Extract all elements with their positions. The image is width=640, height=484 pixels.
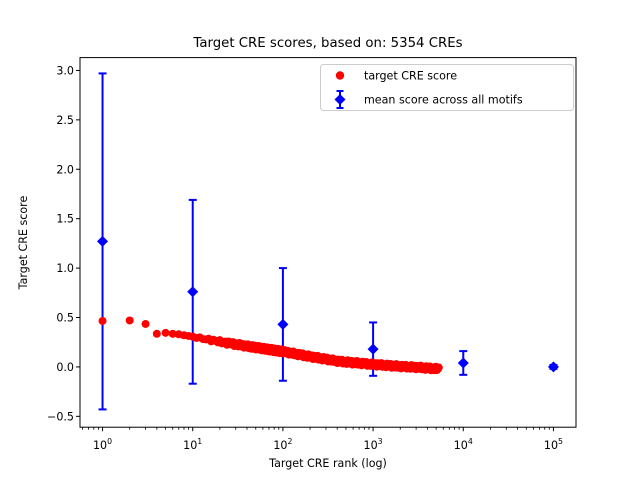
legend-entry-target-label: target CRE score	[364, 70, 457, 83]
mean-errorbar-point	[547, 361, 559, 373]
legend-entry-mean-label: mean score across all motifs	[364, 94, 523, 107]
axes-spines	[79, 57, 577, 428]
y-tick-label: 2.0	[56, 163, 74, 176]
y-axis-label: Target CRE score	[17, 196, 30, 291]
target-score-point	[98, 316, 107, 325]
legend-red-circle-icon	[335, 71, 345, 80]
y-tick-label: 0.0	[56, 361, 74, 374]
target-score-point	[168, 329, 177, 338]
legend: target CRE score mean score across all m…	[320, 64, 574, 111]
mean-diamond-marker	[457, 357, 469, 369]
mean-errorbar-point	[457, 350, 469, 376]
chart-title: Target CRE scores, based on: 5354 CREs	[192, 36, 462, 51]
target-score-point	[152, 329, 161, 338]
y-axis-tick-labels: −0.5 0.0 0.5 1.0 1.5 2.0 2.5 3.0	[47, 64, 74, 423]
plot-area	[80, 57, 576, 428]
x-axis-major-ticks	[102, 427, 554, 432]
x-axis-label: Target CRE rank (log)	[268, 457, 387, 470]
target-score-point	[125, 316, 134, 325]
y-tick-label: 2.5	[56, 114, 74, 127]
target-score-point	[434, 363, 443, 372]
target-score-series	[98, 316, 443, 375]
y-tick-label: 1.5	[56, 213, 74, 226]
mean-errorbar-point	[187, 198, 199, 385]
mean-errorbar-point	[97, 72, 109, 411]
mean-diamond-marker	[367, 343, 379, 355]
mean-errorbar-point	[277, 267, 289, 382]
y-tick-label: 3.0	[56, 64, 74, 77]
y-tick-label: −0.5	[47, 410, 74, 423]
legend-blue-diamond-errorbar-icon	[334, 90, 346, 109]
y-tick-label: 1.0	[56, 262, 74, 275]
mean-diamond-marker	[187, 286, 199, 298]
mean-diamond-marker	[547, 361, 559, 373]
y-tick-label: 0.5	[56, 312, 74, 325]
target-score-point	[161, 328, 170, 337]
mean-diamond-marker	[277, 318, 289, 330]
legend-frame	[320, 64, 574, 111]
target-score-point	[141, 319, 150, 328]
mean-score-series	[97, 72, 559, 411]
y-axis-major-ticks	[76, 69, 80, 417]
mean-diamond-marker	[97, 235, 109, 247]
